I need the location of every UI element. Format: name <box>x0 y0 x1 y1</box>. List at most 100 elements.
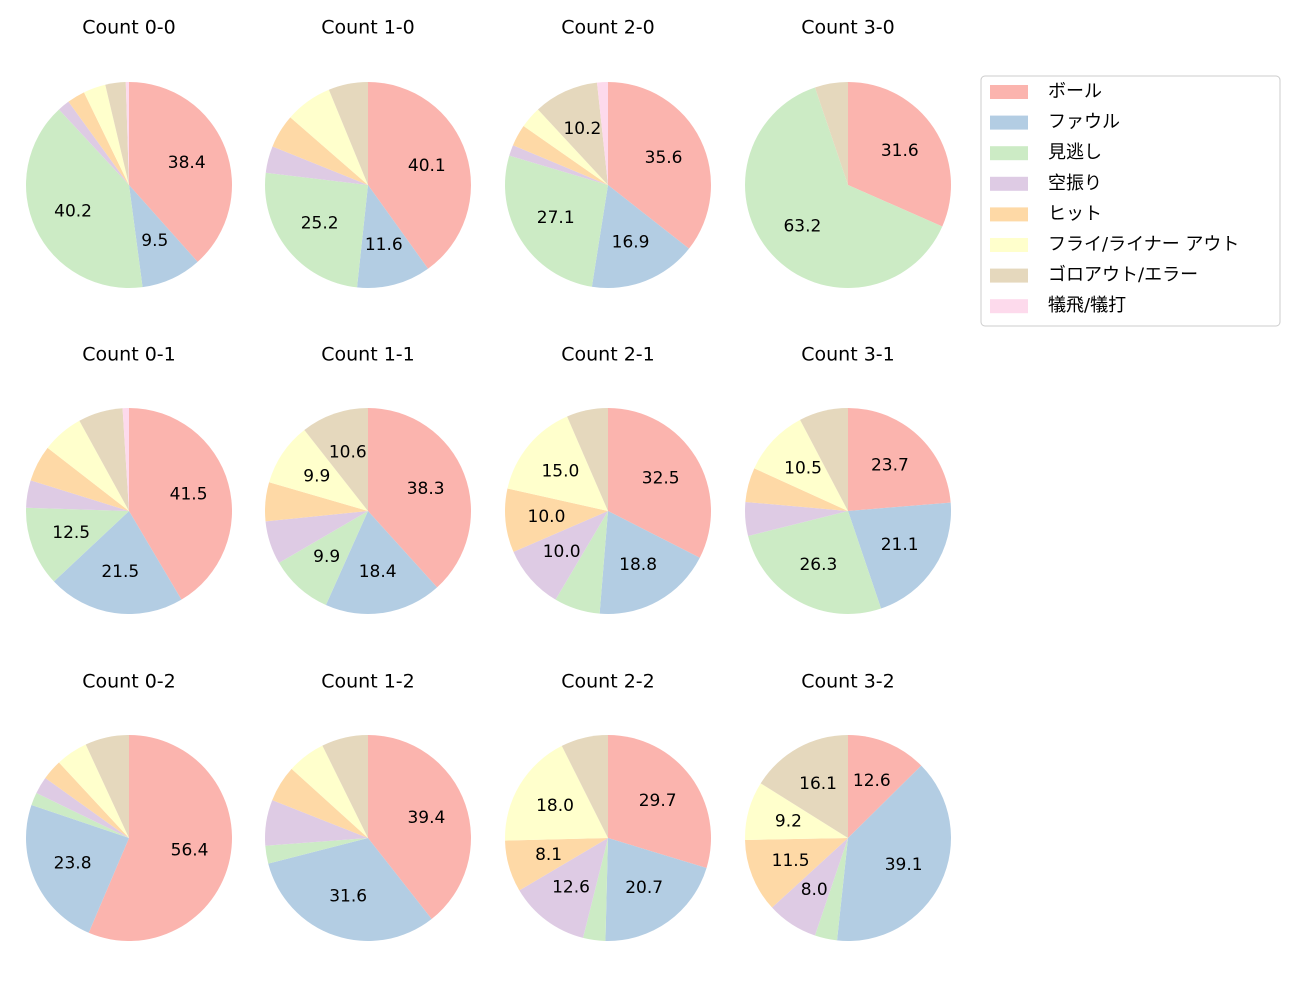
slice-label: 40.2 <box>54 201 92 221</box>
pie-slice <box>583 838 608 941</box>
pie-title: Count 0-1 <box>82 344 176 366</box>
pie-title: Count 2-0 <box>561 17 655 39</box>
pie-slice <box>268 838 432 942</box>
slice-label: 27.1 <box>537 208 575 228</box>
pie-slice <box>567 408 608 511</box>
pie-slice <box>83 84 129 185</box>
legend-swatch <box>990 299 1028 314</box>
slice-label: 10.0 <box>543 542 581 562</box>
slice-label: 32.5 <box>642 469 680 489</box>
pie-slice <box>85 735 129 838</box>
pie-slice <box>265 482 368 522</box>
pie-slice <box>555 511 608 614</box>
pie-slice <box>523 109 608 185</box>
legend-label: ボール <box>1048 81 1102 102</box>
legend-label: ヒット <box>1048 203 1102 224</box>
pie-slice <box>505 745 608 841</box>
pie-slice <box>597 82 608 185</box>
slice-label: 12.6 <box>552 878 590 898</box>
slice-label: 35.6 <box>645 148 683 168</box>
legend-swatch <box>990 146 1028 161</box>
pie-slice <box>26 507 130 582</box>
slice-label: 11.6 <box>365 235 403 255</box>
pie-slice <box>30 447 129 511</box>
pie-slice <box>26 109 143 288</box>
slice-label: 56.4 <box>171 840 209 860</box>
slice-label: 41.5 <box>170 485 208 505</box>
pie-title: Count 3-2 <box>801 671 895 693</box>
pie-slice <box>265 146 368 185</box>
pie-slice <box>129 82 233 262</box>
slice-label: 8.0 <box>801 880 828 900</box>
pie-title: Count 0-2 <box>82 671 176 693</box>
legend-swatch <box>990 207 1028 222</box>
pie-slice <box>605 838 707 941</box>
slice-label: 9.9 <box>313 547 340 567</box>
pie-slice <box>265 511 368 563</box>
legend-label: 犠飛/犠打 <box>1048 295 1126 316</box>
pie-slice <box>26 480 129 511</box>
pie-title: Count 1-1 <box>321 344 415 366</box>
pie-slice <box>513 511 608 600</box>
slice-label: 39.1 <box>885 855 923 875</box>
slice-label: 18.4 <box>359 562 397 582</box>
pie-slice <box>748 511 882 614</box>
pie-slice <box>31 792 129 838</box>
slice-label: 9.9 <box>303 466 330 486</box>
slice-label: 31.6 <box>881 141 919 161</box>
pie-slice <box>88 735 233 941</box>
slice-label: 9.5 <box>141 231 168 251</box>
slice-label: 18.8 <box>619 555 657 575</box>
pie-slice <box>537 82 608 185</box>
pie-slice <box>58 101 130 185</box>
pie-slice <box>68 92 129 185</box>
legend-box <box>980 75 1281 327</box>
slice-label: 63.2 <box>783 217 821 237</box>
pie-slice <box>745 501 848 536</box>
pie-slice <box>265 838 368 864</box>
slice-label: 16.9 <box>612 233 650 253</box>
pie-slice <box>608 735 711 868</box>
pie-slice <box>269 430 368 511</box>
pie-slice <box>837 765 951 941</box>
pie-slice <box>509 145 608 185</box>
slice-label: 10.0 <box>528 507 566 527</box>
pie-slice <box>47 420 130 511</box>
pie-slice <box>745 87 943 289</box>
pie-slice <box>745 468 848 511</box>
pie-slice <box>512 126 608 185</box>
pie-slice <box>58 744 130 838</box>
legend-label: ゴロアウト/エラー <box>1048 265 1198 286</box>
pie-slice <box>45 762 130 838</box>
pie-slice <box>848 735 922 838</box>
legend-swatch <box>990 268 1028 283</box>
legend-swatch <box>990 115 1028 130</box>
pie-slice <box>79 408 129 511</box>
pie-title: Count 1-2 <box>321 671 415 693</box>
slice-label: 10.6 <box>329 443 367 463</box>
pie-slice <box>53 511 182 614</box>
legend-label: 見逃し <box>1048 142 1102 163</box>
pie-slice <box>599 511 700 614</box>
pie-slice <box>105 82 129 185</box>
slice-label: 23.7 <box>871 456 909 476</box>
slice-label: 18.0 <box>536 796 574 816</box>
pie-slice <box>290 89 368 185</box>
pie-slice <box>291 745 368 838</box>
pie-slice <box>368 82 472 269</box>
pie-slice <box>36 777 129 838</box>
legend-swatch <box>990 176 1028 191</box>
slice-label: 29.7 <box>639 791 677 811</box>
slice-label: 20.7 <box>625 878 663 898</box>
slice-label: 11.5 <box>772 851 810 871</box>
pie-title: Count 1-0 <box>321 17 415 39</box>
pie-slice <box>507 416 608 511</box>
pie-slice <box>760 735 848 838</box>
legend-swatch <box>990 85 1028 99</box>
legend-label: 空振り <box>1048 173 1102 194</box>
pie-slice <box>745 838 848 908</box>
pie-slice <box>272 768 368 838</box>
pie-slice <box>848 502 951 609</box>
pie-slice <box>279 511 368 606</box>
legend-swatch <box>990 238 1028 252</box>
